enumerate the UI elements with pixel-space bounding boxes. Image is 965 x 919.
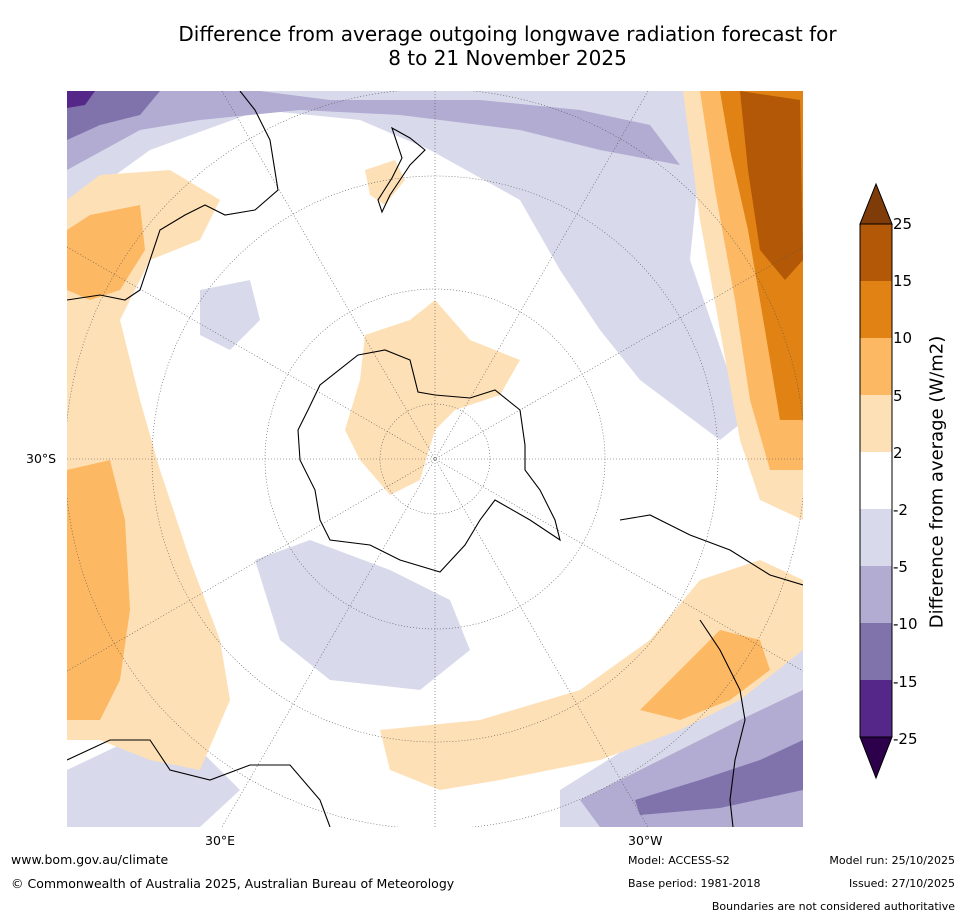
- colorbar-tick-neg5: -5: [893, 558, 908, 576]
- colorbar-band-5-10: [860, 338, 892, 395]
- footer-issued: Issued: 27/10/2025: [848, 877, 955, 890]
- colorbar-tick-neg15: -15: [893, 673, 918, 691]
- colorbar-tick-2: 2: [893, 444, 903, 462]
- neg-region-west-blob: [200, 280, 260, 350]
- colorbar-band-neg10-neg5: [860, 566, 892, 623]
- pos-region-antarctic-east: [345, 300, 520, 495]
- graticule: [67, 91, 803, 827]
- africa-coastline: [67, 739, 331, 827]
- footer-website[interactable]: www.bom.gov.au/climate: [11, 852, 169, 867]
- south-america-coastline: [619, 514, 803, 827]
- neg-region-north-mid: [67, 91, 680, 170]
- colorbar-band-neg15-neg10: [860, 623, 892, 680]
- pos-region-southeast: [380, 560, 803, 790]
- antarctica-coastline: [297, 349, 561, 573]
- pos-region-nz: [365, 160, 405, 205]
- colorbar-tick-15: 15: [893, 272, 913, 290]
- colorbar-band-neg25-neg15: [860, 680, 892, 737]
- neg-region-southeast-dark: [635, 740, 803, 815]
- neg-region-southwest: [255, 540, 470, 690]
- pos-region-west-strong-2: [67, 460, 130, 720]
- meridian-line-5: [67, 246, 803, 672]
- meridian-line-3: [221, 91, 649, 827]
- meridian-line-6: [67, 246, 803, 672]
- meridian-line-4: [221, 91, 649, 827]
- colorbar: [859, 182, 893, 780]
- colorbar-band-15-25: [860, 224, 892, 281]
- colorbar-tick-10: 10: [893, 329, 913, 347]
- colorbar-outline: [859, 223, 893, 738]
- footer-model-run: Model run: 25/10/2025: [829, 854, 955, 867]
- colorbar-band-2-5: [860, 395, 892, 452]
- colorbar-tick-neg2: -2: [893, 501, 908, 519]
- longitude-label-30w: 30°W: [628, 833, 663, 848]
- longitude-label-30e: 30°E: [205, 833, 236, 848]
- pos-region-west-strong: [67, 205, 145, 300]
- footer-base-period: Base period: 1981-2018: [628, 877, 761, 890]
- neg-region-north-darkest: [67, 91, 95, 108]
- colorbar-band-10-15: [860, 281, 892, 338]
- positive-anomaly-regions: [67, 91, 803, 790]
- colorbar-extend-high: [859, 182, 893, 225]
- neg-region-north: [67, 91, 745, 440]
- footer-model: Model: ACCESS-S2: [628, 854, 730, 867]
- polar-map: [67, 91, 803, 827]
- pos-region-southeast-5: [640, 630, 770, 720]
- footer-copyright: © Commonwealth of Australia 2025, Austra…: [11, 876, 455, 891]
- colorbar-extend-low: [859, 736, 893, 780]
- pos-region-east-15: [740, 91, 803, 280]
- colorbar-tick-5: 5: [893, 387, 903, 405]
- latitude-label-30s: 30°S: [26, 451, 57, 466]
- chart-title: Difference from average outgoing longwav…: [0, 22, 965, 70]
- new-zealand-coastline: [377, 126, 426, 214]
- colorbar-band-neg5-neg2: [860, 509, 892, 566]
- title-line-2: 8 to 21 November 2025: [388, 46, 627, 70]
- title-line-1: Difference from average outgoing longwav…: [178, 22, 837, 46]
- colorbar-tick-25: 25: [893, 215, 913, 233]
- footer-disclaimer: Boundaries are not considered authoritat…: [711, 900, 955, 913]
- colorbar-band-neg2-2: [860, 452, 892, 509]
- colorbar-tick-neg25: -25: [893, 730, 918, 748]
- neg-region-north-dark: [67, 91, 160, 140]
- australia-coastline: [67, 91, 279, 301]
- colorbar-title: Difference from average (W/m2): [926, 335, 948, 629]
- colorbar-tick-neg10: -10: [893, 615, 918, 633]
- coastlines: [67, 91, 803, 827]
- map-svg: [67, 91, 803, 827]
